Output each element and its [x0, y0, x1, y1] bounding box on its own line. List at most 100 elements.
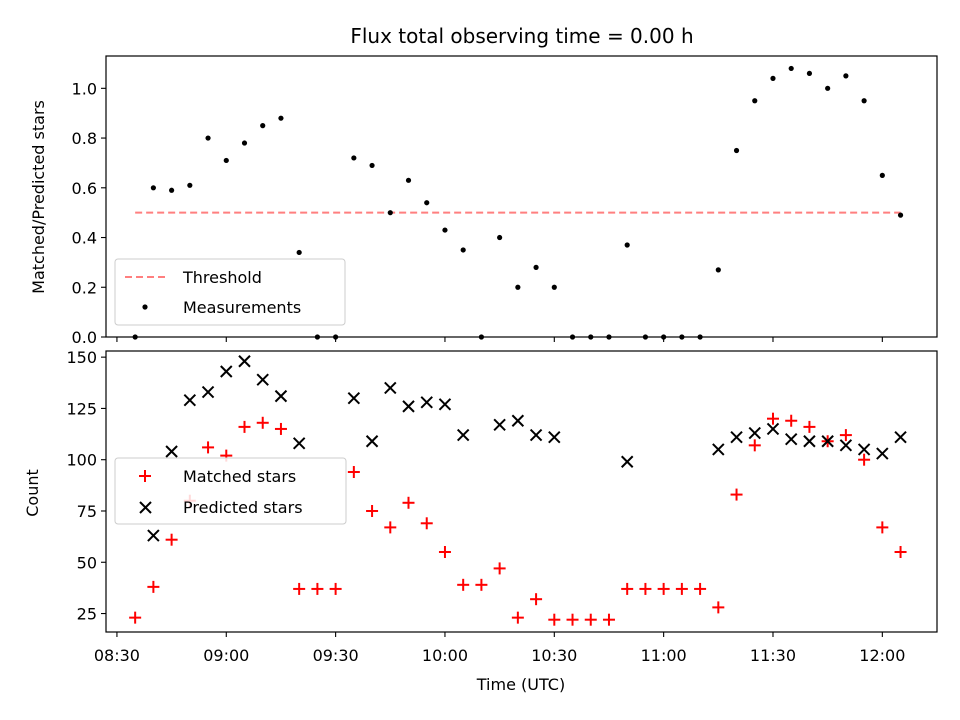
predicted-stars-point — [256, 373, 269, 386]
predicted-stars-point — [876, 447, 889, 460]
predicted-stars-point — [456, 428, 470, 442]
predicted-stars-point — [220, 365, 233, 378]
bottom-axes-frame — [105, 350, 938, 633]
matched-stars-point — [384, 521, 397, 534]
y-tick-label: 0.0 — [72, 328, 97, 347]
predicted-stars-point — [857, 443, 871, 456]
matched-stars-point — [785, 414, 798, 427]
bottom-legend: Matched stars Predicted stars — [114, 457, 347, 525]
measurement-point — [150, 185, 156, 191]
matched-stars-point — [274, 422, 287, 435]
predicted-stars-point — [402, 400, 415, 413]
matched-stars-point — [311, 582, 324, 595]
matched-stars-point — [639, 582, 652, 595]
matched-stars-point — [493, 562, 506, 575]
bottom-x-axis-label: Time (UTC) — [476, 675, 565, 694]
measurement-point — [187, 182, 193, 188]
x-tick-label: 10:00 — [422, 646, 468, 665]
predicted-stars-point — [766, 422, 780, 436]
matched-stars-point — [475, 578, 488, 591]
matched-stars-point — [748, 439, 761, 452]
matched-stars-point — [530, 593, 543, 606]
x-tick-label: 12:00 — [859, 646, 905, 665]
matched-stars-point — [293, 582, 306, 595]
predicted-stars-point — [438, 398, 452, 411]
matched-stars-point — [238, 420, 251, 433]
top-x-axis — [116, 337, 883, 342]
legend-measurements-label: Measurements — [183, 298, 301, 317]
predicted-stars-point — [384, 381, 397, 395]
predicted-stars-point — [183, 394, 197, 407]
bottom-legend-box — [114, 457, 347, 525]
predicted-stars-point — [347, 391, 361, 405]
bottom-panel: 25 50 75 100 125 150 08:30 09:00 09:30 10:00 10:3… — [23, 348, 938, 694]
predicted-stars-point — [821, 435, 834, 448]
bottom-x-axis: 08:30 09:00 09:30 10:00 10:30 11:00 11:30 12:00 — [94, 632, 905, 665]
matched-stars-point — [548, 613, 561, 626]
x-tick-label: 09:00 — [203, 646, 249, 665]
predicted-stars-point — [493, 418, 506, 432]
matched-stars-point — [366, 504, 379, 517]
measurement-point — [806, 70, 813, 77]
predicted-stars-point — [165, 445, 178, 458]
legend-predicted-swatch — [139, 501, 152, 514]
chart-title: Flux total observing time = 0.00 h — [350, 24, 693, 48]
x-tick-label: 10:30 — [531, 646, 577, 665]
measurement-point — [497, 234, 503, 241]
predicted-stars-point — [730, 430, 743, 444]
measurement-point — [460, 247, 466, 253]
measurement-point — [278, 115, 284, 121]
predicted-stars-point — [365, 435, 379, 448]
bottom-plot-area — [129, 355, 907, 626]
predicted-stars-point — [748, 426, 761, 440]
top-axes-frame — [105, 55, 938, 338]
measurement-point — [733, 147, 740, 154]
top-legend-box — [114, 258, 346, 326]
y-tick-label: 0.8 — [72, 129, 97, 148]
measurement-point — [241, 140, 248, 146]
matched-stars-point — [165, 533, 178, 546]
top-y-axis: 0.0 0.2 0.4 0.6 0.8 1.0 — [72, 79, 106, 347]
bottom-y-axis: 25 50 75 100 125 150 — [66, 348, 106, 624]
top-y-axis-label: Matched/Predicted stars — [29, 100, 48, 294]
y-tick-label: 1.0 — [72, 79, 97, 98]
matched-stars-point — [712, 601, 725, 614]
top-legend: Threshold Measurements — [114, 258, 346, 326]
matched-stars-point — [347, 466, 360, 479]
matched-stars-point — [621, 582, 634, 595]
predicted-stars-point — [548, 430, 561, 444]
predicted-stars-point — [712, 443, 725, 456]
y-tick-label: 0.2 — [72, 278, 97, 297]
measurement-point — [296, 249, 302, 256]
matched-stars-point — [511, 611, 524, 624]
matched-stars-point — [894, 546, 907, 559]
measurement-point — [351, 155, 357, 161]
predicted-stars-point — [839, 439, 853, 452]
measurement-point — [223, 157, 229, 164]
matched-stars-point — [839, 429, 852, 442]
matched-stars-point — [329, 582, 342, 595]
matched-stars-point — [602, 613, 615, 626]
measurement-point — [424, 200, 430, 206]
predicted-stars-point — [420, 396, 433, 409]
measurement-point — [624, 242, 630, 248]
legend-matched-label: Matched stars — [183, 467, 296, 486]
measurement-point — [405, 177, 412, 183]
measurement-point — [387, 210, 393, 216]
measurement-point — [788, 65, 794, 72]
measurement-point — [205, 135, 211, 141]
measurement-point — [369, 162, 375, 169]
matched-stars-point — [202, 441, 215, 454]
matched-stars-point — [730, 488, 743, 501]
matched-stars-point — [803, 420, 816, 433]
measurement-point — [551, 284, 557, 290]
measurement-point — [260, 123, 266, 129]
matched-stars-point — [766, 412, 779, 425]
measurement-point — [715, 267, 721, 273]
measurement-point — [897, 212, 904, 218]
measurement-point — [879, 172, 885, 178]
matched-stars-point — [876, 521, 889, 534]
matched-stars-point — [256, 416, 269, 429]
predicted-stars-point — [529, 428, 543, 442]
